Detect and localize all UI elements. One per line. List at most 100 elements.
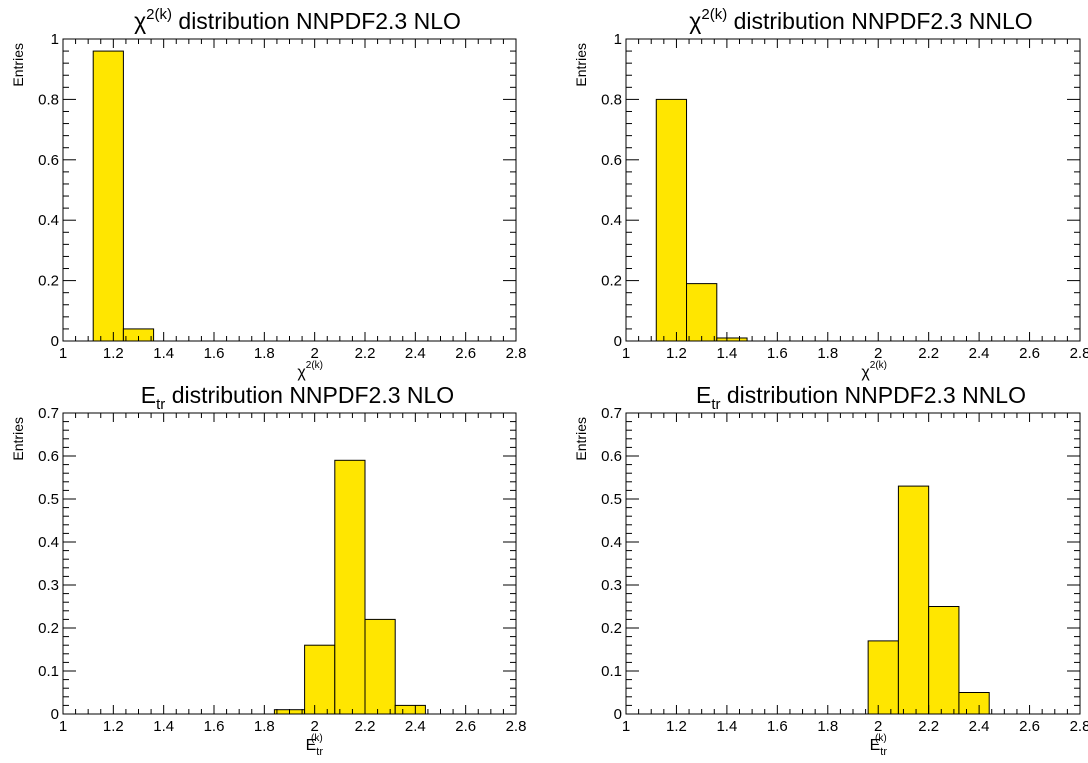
chart-title-main: χ xyxy=(134,8,146,34)
chart-title-sup: 2(k) xyxy=(146,6,172,23)
x-tick-label: 1.6 xyxy=(204,345,225,362)
x-tick-label: 1 xyxy=(622,345,630,362)
x-tick-label: 2.6 xyxy=(455,718,476,735)
histogram-bar-1 xyxy=(92,50,124,342)
y-tick-label: 0 xyxy=(614,333,622,350)
x-axis-title: χ2(k) xyxy=(861,360,887,381)
y-tick-label: 0.6 xyxy=(38,448,59,465)
y-tick-label: 0.4 xyxy=(38,534,59,551)
x-tick-label: 1.2 xyxy=(103,718,124,735)
y-tick-label: 0.7 xyxy=(601,405,622,422)
chart-title-sup: 2(k) xyxy=(701,6,727,23)
x-tick-label: 2.6 xyxy=(1019,718,1040,735)
histogram-bar-1 xyxy=(867,640,899,715)
y-tick-label: 0.2 xyxy=(38,620,59,637)
y-tick-label: 0.2 xyxy=(38,273,59,290)
x-tick-label: 2.4 xyxy=(405,718,426,735)
x-axis-title-sup: 2(k) xyxy=(870,360,887,371)
y-axis-title: Entries xyxy=(10,417,26,461)
y-tick-label: 1 xyxy=(51,31,59,48)
y-tick-label: 0.5 xyxy=(38,491,59,508)
chart-title-main: E xyxy=(696,382,711,408)
y-axis-title: Entries xyxy=(10,43,26,87)
histogram-bar-4 xyxy=(958,692,990,715)
chart-title-main: E xyxy=(141,382,156,408)
chart-panel-2: 1 1.2 1.4 1.6 1.8 2 2.2 2.4 2.6 2.800.20.40.60.81… xyxy=(573,6,1088,381)
plot-frame xyxy=(62,38,517,342)
x-tick-label: 1.6 xyxy=(204,718,225,735)
y-tick-label: 0.8 xyxy=(601,91,622,108)
x-tick-label: 2.8 xyxy=(1070,718,1088,735)
y-tick-label: 0.4 xyxy=(38,212,59,229)
chart-panel-4: 1 1.2 1.4 1.6 1.8 2 2.2 2.4 2.6 2.800.10.20.30.40… xyxy=(573,382,1088,758)
chart-title: Etr distribution NNPDF2.3 NLO xyxy=(141,382,454,413)
x-tick-label: 2.2 xyxy=(918,345,939,362)
y-tick-label: 0.8 xyxy=(38,91,59,108)
x-tick-label: 2.4 xyxy=(405,345,426,362)
x-tick-label: 1.2 xyxy=(666,345,687,362)
x-tick-label: 1.2 xyxy=(103,345,124,362)
y-tick-label: 0.1 xyxy=(601,663,622,680)
chart-title-main: χ xyxy=(689,8,701,34)
y-tick-label: 0.1 xyxy=(38,663,59,680)
x-axis: 1 1.2 1.4 1.6 1.8 2 2.2 2.4 2.6 2.8 xyxy=(59,413,527,735)
x-tick-label: 2.2 xyxy=(355,345,376,362)
x-axis-title-sub: tr xyxy=(316,746,323,758)
x-axis-title-sup: (k) xyxy=(311,733,323,744)
y-axis: 0 0.1 0.2 0.3 0.4 0.5 0.6 0.7 xyxy=(38,405,516,723)
chart-panel-3: 1 1.2 1.4 1.6 1.8 2 2.2 2.4 2.6 2.800.10.20.30.40… xyxy=(10,382,526,758)
chart-panel-1: 1 1.2 1.4 1.6 1.8 2 2.2 2.4 2.6 2.800.20.40.60.81… xyxy=(10,6,526,381)
y-tick-label: 0 xyxy=(614,706,622,723)
chart-title-rest: distribution NNPDF2.3 NNLO xyxy=(721,382,1027,408)
x-tick-label: 1.4 xyxy=(716,718,737,735)
x-axis-title-sup: 2(k) xyxy=(306,360,323,371)
x-tick-label: 2 xyxy=(310,345,318,362)
y-axis: 0 0.2 0.4 0.6 0.8 1 xyxy=(38,31,516,350)
x-tick-label: 1.6 xyxy=(767,345,788,362)
x-tick-label: 2.2 xyxy=(918,718,939,735)
x-tick-label: 2.6 xyxy=(1019,345,1040,362)
x-tick-label: 2 xyxy=(310,718,318,735)
x-axis-title-main: χ xyxy=(861,364,870,381)
x-axis-title-sub: tr xyxy=(880,746,887,758)
y-tick-label: 0.5 xyxy=(601,491,622,508)
x-tick-label: 2.6 xyxy=(455,345,476,362)
x-axis: 1 1.2 1.4 1.6 1.8 2 2.2 2.4 2.6 2.8 xyxy=(622,39,1088,362)
plot-frame xyxy=(625,412,1081,715)
chart-title: χ2(k) distribution NNPDF2.3 NNLO xyxy=(689,6,1032,34)
x-axis-title-sup: (k) xyxy=(875,733,887,744)
x-axis-title-main: E xyxy=(306,737,317,754)
histogram-bar-2 xyxy=(304,644,336,715)
y-tick-label: 0.7 xyxy=(38,405,59,422)
x-tick-label: 1.8 xyxy=(817,345,838,362)
x-axis: 1 1.2 1.4 1.6 1.8 2 2.2 2.4 2.6 2.8 xyxy=(622,413,1088,735)
plot-frame xyxy=(62,412,517,715)
y-tick-label: 0.6 xyxy=(601,152,622,169)
x-tick-label: 1.6 xyxy=(767,718,788,735)
histogram-bar-3 xyxy=(928,606,960,715)
x-tick-label: 1.4 xyxy=(716,345,737,362)
y-axis: 0 0.1 0.2 0.3 0.4 0.5 0.6 0.7 xyxy=(601,405,1080,723)
x-tick-label: 2.8 xyxy=(506,345,527,362)
y-axis-title: Entries xyxy=(573,417,589,461)
x-tick-label: 2 xyxy=(874,345,882,362)
y-axis: 0 0.2 0.4 0.6 0.8 1 xyxy=(601,31,1080,350)
histogram-bar-4 xyxy=(364,618,396,715)
x-tick-label: 2.8 xyxy=(506,718,527,735)
y-tick-label: 0.6 xyxy=(601,448,622,465)
x-tick-label: 2.4 xyxy=(969,718,990,735)
x-axis-title-main: E xyxy=(870,737,881,754)
y-tick-label: 0.4 xyxy=(601,534,622,551)
x-tick-label: 1 xyxy=(622,718,630,735)
x-axis: 1 1.2 1.4 1.6 1.8 2 2.2 2.4 2.6 2.8 xyxy=(59,39,527,362)
x-tick-label: 1 xyxy=(59,718,67,735)
y-tick-label: 0.4 xyxy=(601,212,622,229)
histogram-bar-5 xyxy=(394,704,426,715)
x-tick-label: 1.8 xyxy=(254,345,275,362)
x-tick-label: 1.8 xyxy=(254,718,275,735)
x-axis-title: χ2(k) xyxy=(297,360,323,381)
y-axis-title: Entries xyxy=(573,43,589,87)
x-tick-label: 2 xyxy=(874,718,882,735)
histogram-bar-1 xyxy=(655,98,688,342)
